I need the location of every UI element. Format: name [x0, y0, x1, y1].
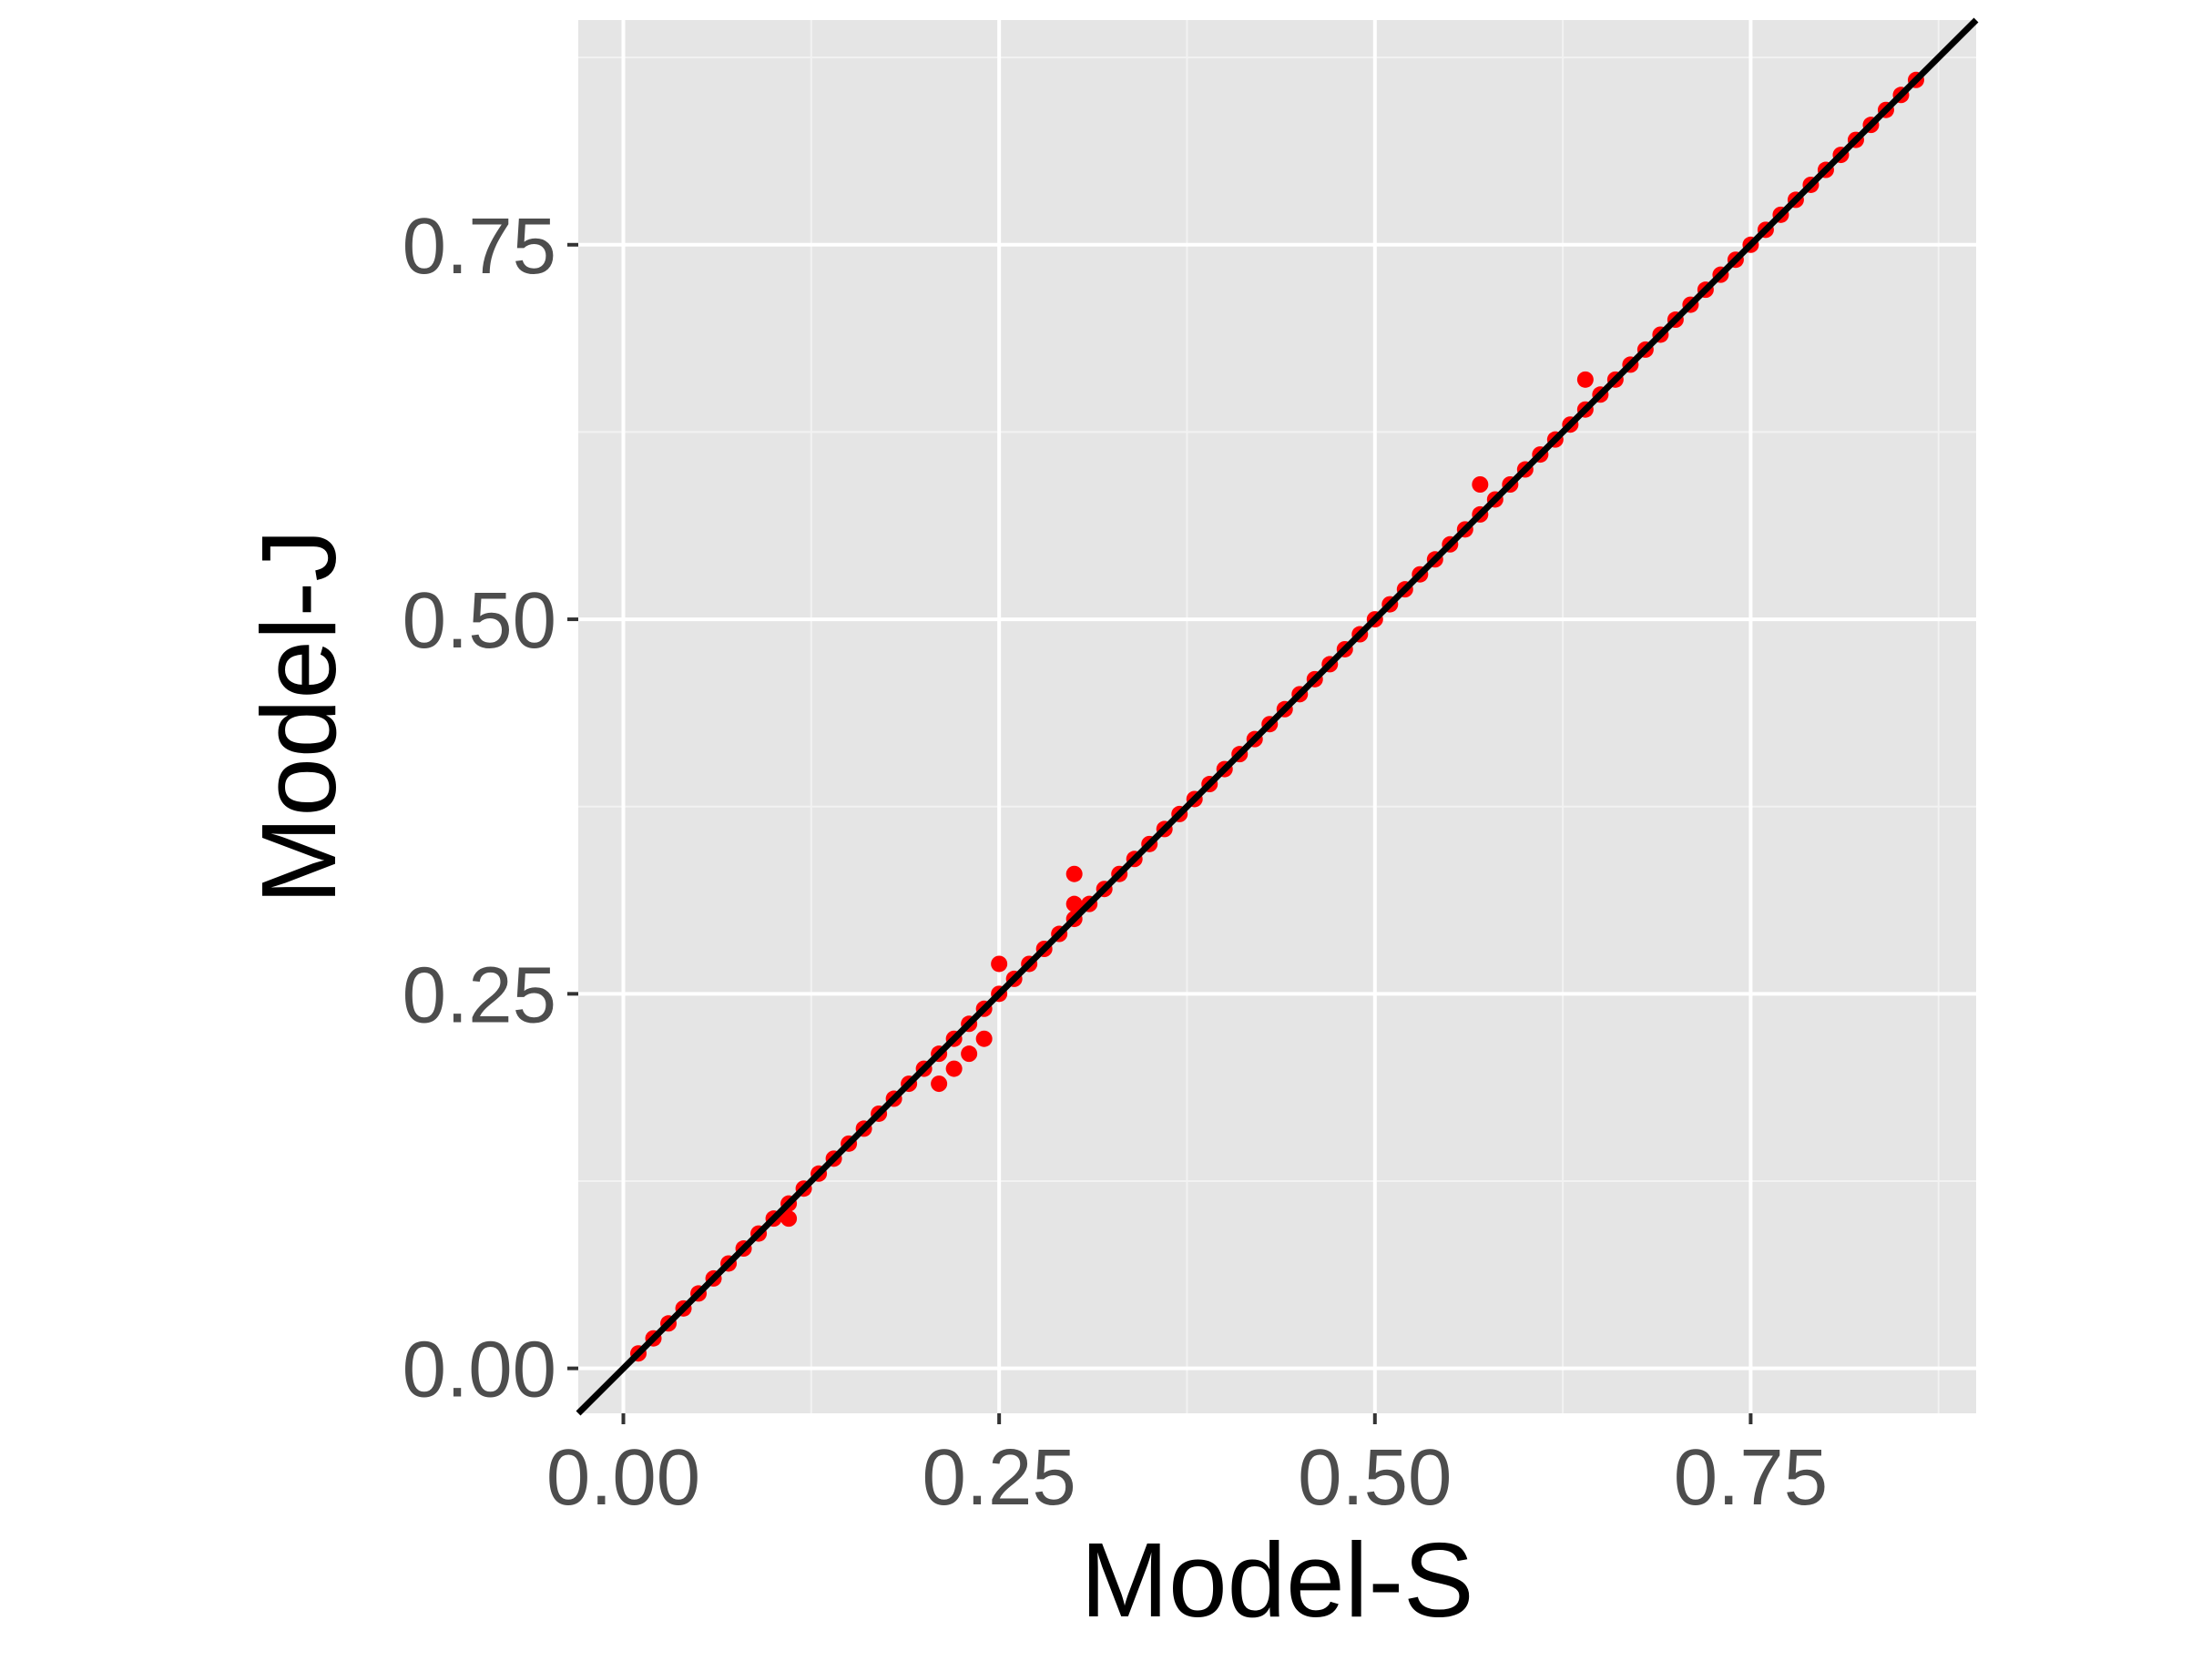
- data-point: [931, 1075, 948, 1093]
- data-point: [991, 955, 1008, 973]
- x-tick-label: 0.75: [1674, 1433, 1828, 1522]
- data-point: [1472, 476, 1489, 493]
- identity-reference-line: [576, 17, 1979, 1416]
- data-point: [1065, 865, 1083, 882]
- data-point: [1576, 371, 1594, 388]
- minor-gridlines: [578, 20, 1976, 1413]
- data-point: [780, 1210, 798, 1228]
- x-tick-label: 0.50: [1298, 1433, 1452, 1522]
- data-point: [961, 1045, 978, 1063]
- y-tick-label: 0.75: [403, 202, 556, 290]
- y-tick-label: 0.00: [403, 1326, 556, 1414]
- x-axis: 0.00 0.25 0.50 0.75: [546, 1413, 1828, 1522]
- x-tick-label: 0.00: [546, 1433, 700, 1522]
- data-point: [945, 1060, 963, 1077]
- data-point: [975, 1030, 993, 1047]
- x-tick-label: 0.25: [922, 1433, 1075, 1522]
- y-tick-label: 0.50: [403, 576, 556, 665]
- y-axis: 0.00 0.25 0.50 0.75: [403, 202, 578, 1414]
- y-axis-title: Model-J: [240, 529, 358, 905]
- x-axis-title: Model-S: [1081, 1521, 1474, 1639]
- y-tick-label: 0.25: [403, 951, 556, 1039]
- data-point: [1065, 895, 1083, 912]
- major-gridlines: [578, 20, 1976, 1413]
